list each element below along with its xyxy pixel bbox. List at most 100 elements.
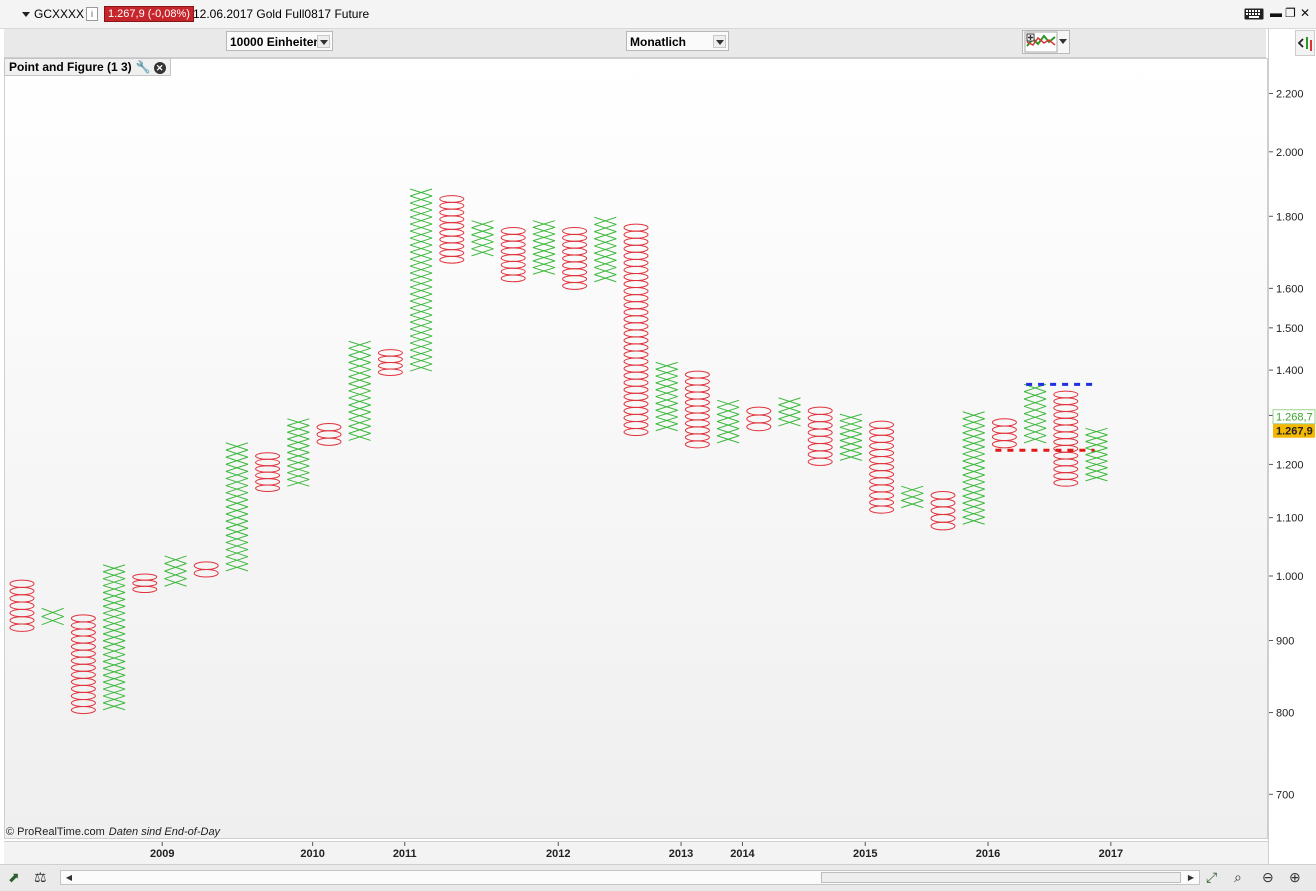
o-box bbox=[623, 413, 649, 422]
o-box bbox=[255, 471, 281, 480]
x-box bbox=[225, 563, 249, 572]
o-box bbox=[562, 227, 588, 235]
x-box bbox=[348, 340, 371, 349]
x-box bbox=[102, 633, 126, 642]
x-box bbox=[102, 598, 126, 607]
x-box bbox=[716, 435, 740, 444]
o-box bbox=[9, 623, 35, 632]
close-icon[interactable]: ✕ bbox=[153, 61, 166, 74]
chart-area[interactable] bbox=[4, 58, 1268, 839]
o-box bbox=[623, 420, 649, 430]
info-icon[interactable]: i bbox=[86, 7, 98, 21]
scroll-right-icon[interactable]: ▶ bbox=[1187, 873, 1195, 882]
scroll-left-icon[interactable]: ◀ bbox=[65, 873, 73, 882]
zoom-out-icon[interactable]: ⊖ bbox=[1262, 869, 1274, 885]
scrollbar-thumb[interactable] bbox=[821, 872, 1181, 883]
o-box bbox=[623, 428, 649, 437]
units-select-value: 10000 Einheiten bbox=[230, 35, 321, 49]
indicator-tool-icon[interactable]: ⚖ bbox=[34, 869, 47, 885]
x-box bbox=[962, 425, 985, 434]
o-box bbox=[1053, 458, 1079, 467]
o-box bbox=[193, 568, 219, 578]
price-tick-label: 1.200 bbox=[1276, 459, 1304, 471]
x-column bbox=[225, 442, 249, 572]
o-box bbox=[623, 287, 649, 296]
period-select-value: Monatlich bbox=[630, 35, 686, 49]
x-box bbox=[225, 442, 249, 451]
x-box bbox=[409, 349, 433, 358]
x-box bbox=[225, 456, 249, 465]
o-box bbox=[562, 233, 588, 242]
x-column bbox=[471, 220, 494, 257]
o-box bbox=[930, 514, 956, 523]
keyboard-icon[interactable] bbox=[1244, 8, 1264, 20]
x-column bbox=[655, 361, 678, 432]
o-box bbox=[623, 315, 649, 324]
x-box bbox=[409, 363, 433, 372]
x-box bbox=[839, 453, 863, 461]
o-box bbox=[1053, 451, 1079, 460]
o-box bbox=[623, 279, 649, 289]
panel-collapse-button[interactable] bbox=[1295, 30, 1315, 56]
time-scrollbar[interactable]: ◀ ▶ bbox=[60, 870, 1200, 885]
o-box bbox=[684, 370, 710, 379]
zoom-in-icon[interactable]: ⊕ bbox=[1289, 869, 1301, 885]
minimize-button[interactable]: ▬ bbox=[1270, 6, 1282, 20]
x-box bbox=[102, 571, 126, 580]
o-box bbox=[869, 505, 895, 514]
o-box bbox=[70, 621, 96, 630]
o-box bbox=[255, 484, 281, 492]
x-box bbox=[962, 516, 985, 525]
o-box bbox=[623, 343, 649, 352]
chart-tool-icon[interactable]: ⬈ bbox=[8, 869, 20, 885]
point-figure-chart bbox=[9, 188, 1108, 715]
price-tick-label: 2.200 bbox=[1276, 88, 1304, 100]
x-box bbox=[225, 492, 249, 501]
x-box bbox=[901, 485, 924, 494]
o-box bbox=[562, 247, 588, 256]
indicator-button[interactable] bbox=[1022, 30, 1070, 54]
x-box bbox=[594, 245, 617, 254]
o-box bbox=[70, 614, 96, 623]
o-box bbox=[623, 258, 649, 267]
chart-label: Point and Figure (1 3) 🔧 ✕ bbox=[4, 58, 171, 76]
x-box bbox=[1085, 473, 1108, 482]
wrench-icon[interactable]: 🔧 bbox=[135, 60, 151, 74]
o-box bbox=[1053, 424, 1079, 433]
price-tick-label: 800 bbox=[1276, 708, 1294, 720]
o-box bbox=[930, 521, 956, 531]
x-box bbox=[655, 361, 678, 370]
zoom-reset-icon[interactable]: ⌕ bbox=[1234, 869, 1242, 885]
o-box bbox=[70, 635, 96, 644]
x-box bbox=[102, 605, 126, 614]
o-box bbox=[255, 465, 281, 473]
x-box bbox=[225, 513, 249, 522]
x-box bbox=[348, 354, 371, 363]
o-box bbox=[684, 405, 710, 414]
o-box bbox=[684, 419, 710, 428]
restore-button[interactable]: ❐ bbox=[1285, 6, 1296, 20]
period-select[interactable]: Monatlich bbox=[626, 31, 729, 51]
x-box bbox=[1085, 447, 1108, 456]
o-box bbox=[9, 586, 35, 596]
x-box bbox=[287, 472, 310, 480]
x-box bbox=[409, 195, 433, 204]
x-box bbox=[839, 446, 863, 455]
o-box bbox=[684, 377, 710, 386]
units-select[interactable]: 10000 Einheiten bbox=[226, 31, 333, 51]
o-box bbox=[807, 443, 833, 452]
x-box bbox=[716, 399, 740, 408]
x-box bbox=[102, 674, 126, 683]
o-box bbox=[807, 435, 833, 445]
zoom-icon[interactable]: ⤢ bbox=[1206, 869, 1218, 885]
o-box bbox=[869, 470, 895, 479]
o-column bbox=[500, 227, 526, 283]
symbol-selector[interactable]: GCXXXX bbox=[22, 7, 84, 21]
o-box bbox=[439, 222, 465, 230]
o-box bbox=[684, 426, 710, 435]
close-window-button[interactable]: ✕ bbox=[1300, 6, 1311, 20]
o-box bbox=[9, 608, 35, 618]
x-box bbox=[287, 452, 310, 460]
chart-toolbar: 10000 Einheiten Monatlich bbox=[4, 29, 1266, 58]
x-box bbox=[409, 335, 433, 344]
